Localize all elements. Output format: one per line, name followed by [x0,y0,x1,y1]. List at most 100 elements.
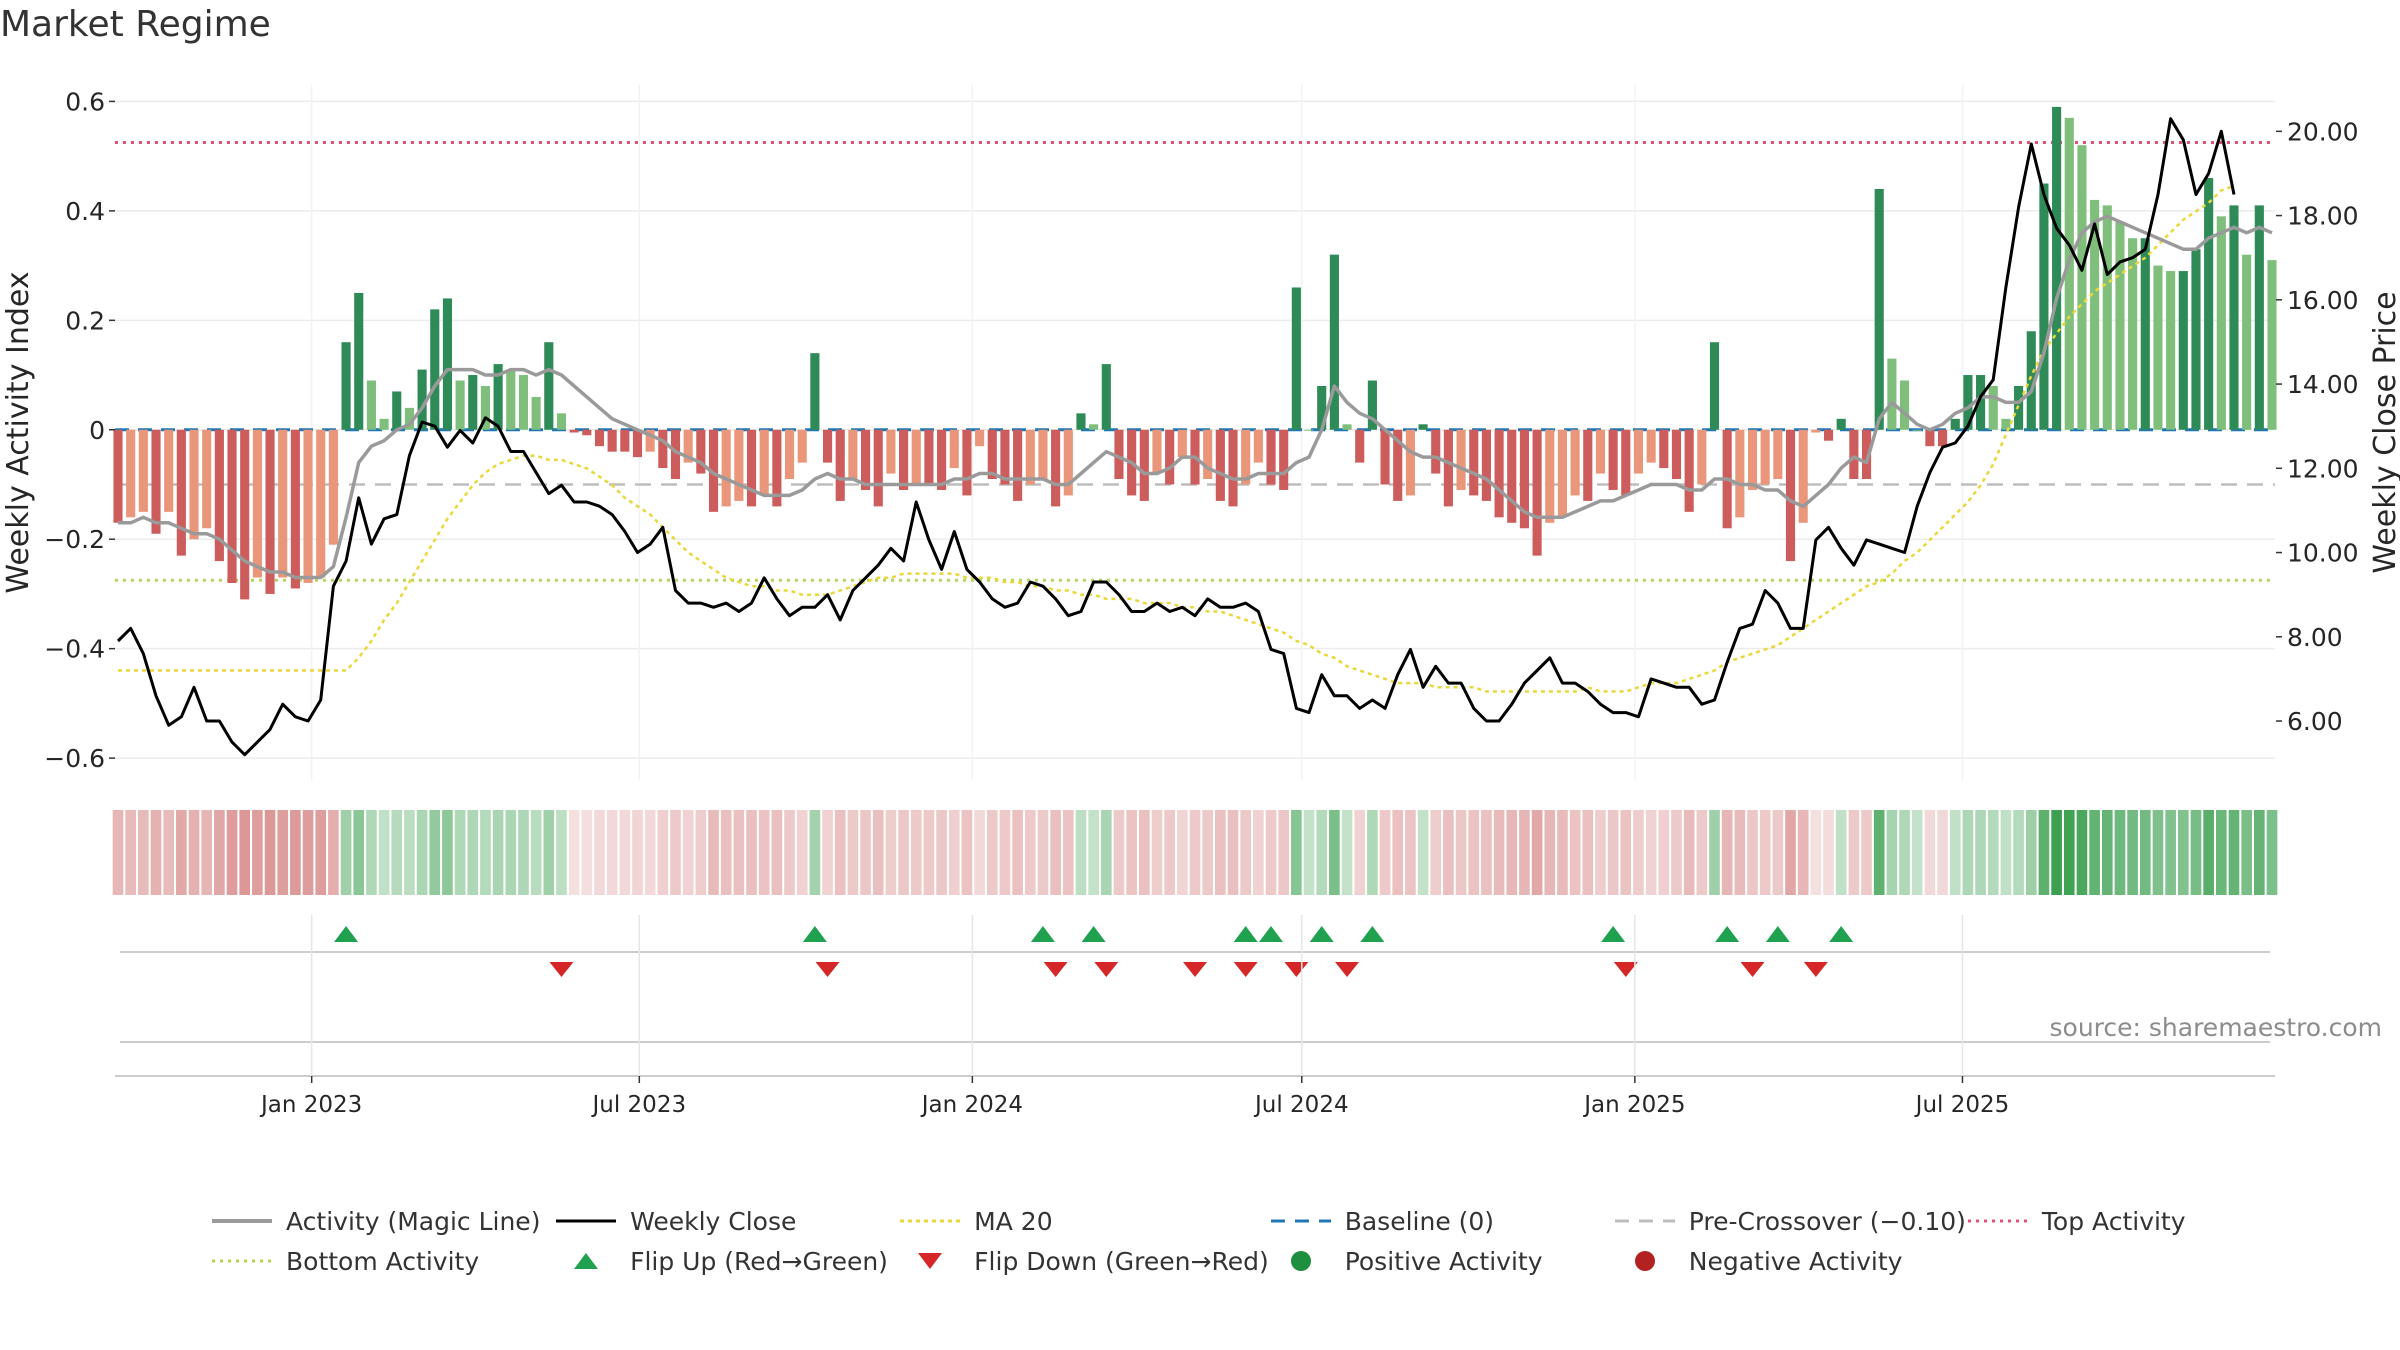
regime-cell [290,810,301,895]
activity-bar [1291,287,1301,430]
regime-cell [138,810,149,895]
activity-bar [2102,205,2112,430]
page-title: Market Regime [0,4,271,45]
activity-bar [962,429,972,496]
regime-cell [315,810,327,895]
activity-bar [1925,429,1935,447]
regime-cell [340,810,352,895]
regime-cell [1671,810,1682,895]
activity-bar [683,429,693,463]
activity-bar [1887,358,1897,430]
activity-bar [1823,429,1834,441]
regime-cell [1379,810,1391,895]
legend-label: Baseline (0) [1344,1206,1495,1236]
regime-cell [2203,810,2214,895]
activity-bar [1063,429,1073,496]
activity-bar [1633,429,1644,474]
activity-bar [1380,429,1390,485]
regime-cell [2139,810,2151,895]
x-tick-label: Jan 2025 [1582,1092,1685,1118]
activity-bar [2191,249,2201,430]
regime-cell [1582,810,1594,895]
activity-bar [1393,429,1403,501]
regime-cell [239,810,251,895]
activity-bar [1912,429,1922,431]
flip-up-marker [1030,926,1055,942]
regime-cell [885,810,897,895]
activity-bar [797,429,807,463]
regime-cell [1075,810,1087,895]
regime-cell [2254,810,2265,895]
activity-bar [658,429,668,469]
regime-cell [277,810,289,895]
regime-cell [1215,810,1226,895]
regime-cell [2051,810,2062,895]
regime-cell [1506,810,1518,895]
activity-bar [2229,205,2239,430]
regime-cell [1367,810,1378,895]
magic-line [118,214,2273,580]
regime-cell [2127,810,2138,895]
regime-cell [1024,810,1036,895]
activity-bar [1418,424,1428,430]
line-dashed-blue-icon [1269,1209,1333,1233]
regime-cell [1278,810,1290,895]
regime-cell [1240,810,1252,895]
regime-cell [2266,810,2278,895]
legend-label: Flip Down (Green→Red) [974,1246,1269,1276]
activity-bar [430,309,440,430]
activity-bar [1228,429,1238,507]
regime-cell [1138,810,1150,895]
y-right-tick-label: 18.00 [2287,202,2359,231]
activity-bar [708,429,719,512]
activity-bar [1203,429,1213,480]
y-left-tick-label: 0.6 [65,87,105,116]
regime-cell [2114,810,2126,895]
regime-cell [1975,810,1986,895]
activity-bar [1025,429,1035,485]
activity-bar [2064,117,2074,430]
y-left-tick-label: 0.2 [65,306,105,335]
activity-bar [2267,260,2277,430]
activity-bar [2115,221,2125,430]
regime-cell [112,810,124,895]
activity-bar [531,396,541,430]
activity-bar [379,418,389,430]
regime-cell [2215,810,2227,895]
regime-cell [1303,810,1315,895]
activity-bar [1570,429,1580,496]
activity-bar [1684,429,1694,512]
activity-bar [620,429,630,452]
activity-bar [290,429,300,589]
regime-cell [416,810,428,895]
flip-down-marker [1043,962,1068,977]
activity-bar [1152,429,1162,474]
activity-bar [2077,145,2087,430]
regime-cell [163,810,175,895]
regime-cell [1544,810,1556,895]
triangle-up-green-icon [554,1249,618,1273]
activity-bar [544,342,554,430]
activity-bar [2001,418,2011,430]
regime-cell [1823,810,1834,895]
activity-bar [569,429,579,433]
activity-bar [1431,429,1441,474]
regime-cell [581,810,593,895]
activity-bar [949,429,959,469]
regime-cell [1316,810,1328,895]
activity-bar [1000,429,1010,485]
regime-cell [1607,810,1619,895]
y-left-tick-label: 0.4 [65,197,105,226]
activity-bar [670,429,681,480]
activity-bar [392,391,402,430]
regime-cell [923,810,935,895]
activity-bar [1494,429,1504,518]
regime-cell [1645,810,1657,895]
flip-down-marker [1335,962,1360,977]
regime-cell [1785,810,1796,895]
activity-bar [442,298,452,430]
regime-cell [2000,810,2012,895]
activity-bar [1963,375,1973,430]
activity-bar [2026,331,2036,430]
activity-bar [772,429,782,507]
